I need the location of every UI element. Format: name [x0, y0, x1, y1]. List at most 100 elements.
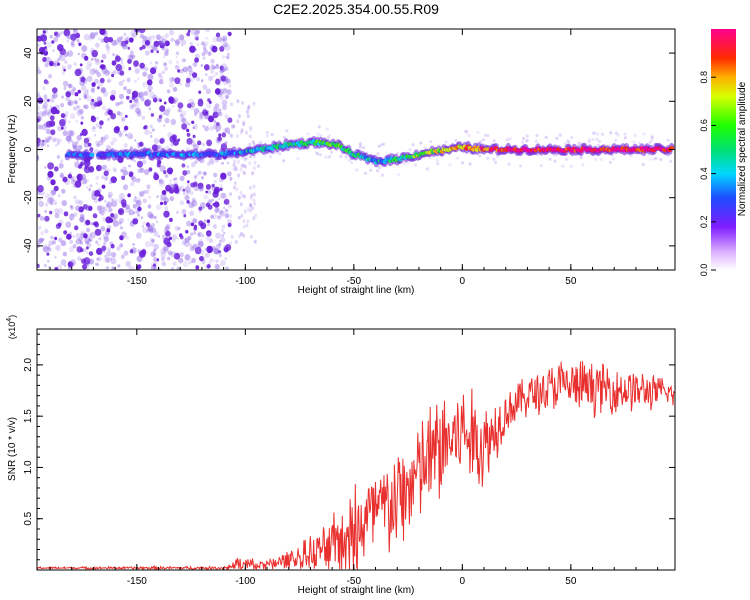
noise-dot: [184, 238, 187, 241]
noise-dot: [140, 163, 144, 166]
noise-dot: [195, 249, 200, 255]
noise-dot: [101, 53, 107, 60]
noise-dot: [122, 184, 129, 191]
noise-dot: [168, 82, 174, 88]
noise-dot: [163, 101, 167, 105]
noise-dot: [80, 115, 84, 120]
noise-dot: [208, 199, 213, 205]
noise-dot: [191, 197, 196, 203]
noise-dot: [204, 114, 210, 120]
noise-dot: [109, 180, 113, 185]
noise-dot: [152, 94, 158, 101]
noise-dot: [229, 241, 233, 246]
spectrogram-ticks: -150 -100 -50 0 50 -40 -20 0 20 40: [23, 29, 675, 287]
halo-dot: [460, 161, 464, 165]
halo-dot: [591, 137, 595, 142]
noise-dot: [52, 49, 55, 52]
halo-dot: [505, 138, 509, 142]
noise-dot: [73, 29, 77, 32]
noise-dot: [100, 210, 105, 216]
noise-dot: [239, 190, 243, 195]
noise-dot: [201, 52, 206, 57]
noise-dot: [147, 211, 153, 218]
noise-dot: [88, 251, 94, 256]
noise-dot: [215, 232, 221, 239]
noise-dot: [66, 39, 70, 43]
noise-dot: [57, 57, 61, 61]
noise-dot: [120, 61, 124, 64]
noise-dot: [96, 263, 100, 266]
noise-dot: [181, 44, 184, 47]
noise-dot: [50, 129, 56, 136]
noise-dot: [220, 237, 226, 243]
noise-dot: [226, 31, 230, 35]
halo-dot: [486, 156, 490, 160]
noise-dot: [174, 39, 177, 43]
noise-dot: [136, 141, 140, 145]
noise-dot: [164, 51, 169, 56]
noise-dot: [103, 241, 107, 246]
noise-dot: [220, 259, 226, 267]
noise-dot: [252, 142, 256, 147]
halo-dot: [467, 133, 471, 137]
noise-dot: [190, 140, 196, 147]
noise-dot: [174, 64, 180, 70]
noise-dot: [92, 222, 96, 226]
noise-dot: [118, 209, 123, 214]
noise-dot: [99, 120, 104, 126]
noise-dot: [166, 107, 172, 113]
noise-dot: [45, 128, 51, 135]
noise-dot: [89, 33, 96, 40]
noise-dot: [171, 234, 178, 240]
noise-dot: [219, 108, 222, 112]
noise-dot: [117, 67, 120, 71]
noise-dot: [211, 45, 218, 53]
halo-dot: [478, 154, 482, 158]
noise-dot: [147, 225, 154, 233]
noise-dot: [189, 45, 196, 53]
noise-dot: [210, 64, 216, 71]
halo-dot: [666, 138, 670, 142]
noise-dot: [198, 115, 204, 121]
noise-dot: [210, 58, 215, 64]
noise-dot: [85, 219, 91, 226]
noise-dot: [131, 176, 137, 183]
noise-dot: [83, 90, 89, 97]
noise-dot: [212, 246, 216, 251]
noise-dot: [197, 232, 201, 236]
noise-dot: [215, 108, 222, 115]
noise-dot: [119, 93, 124, 100]
noise-dot: [133, 160, 136, 163]
noise-dot: [228, 171, 232, 176]
halo-dot: [652, 157, 657, 161]
noise-dot: [122, 79, 125, 82]
noise-dot: [48, 135, 53, 141]
noise-dot: [164, 174, 169, 178]
noise-dot: [153, 248, 157, 253]
halo-dot: [248, 134, 252, 138]
noise-dot: [147, 226, 152, 232]
noise-dot: [179, 68, 184, 74]
noise-dot: [153, 46, 158, 51]
noise-dot: [73, 62, 77, 66]
noise-dot: [159, 75, 164, 81]
noise-dot: [221, 229, 224, 232]
noise-dot: [197, 110, 200, 113]
halo-dot: [408, 148, 412, 152]
noise-dot: [202, 84, 208, 90]
noise-dot: [130, 181, 135, 187]
noise-dot: [160, 197, 164, 202]
noise-dot: [54, 267, 59, 270]
noise-dot: [169, 77, 174, 83]
noise-dot: [186, 182, 190, 187]
noise-dot: [216, 207, 220, 212]
halo-dot: [244, 157, 248, 161]
noise-dot: [46, 197, 53, 204]
noise-dot: [204, 171, 207, 176]
noise-dot: [53, 166, 59, 172]
noise-dot: [122, 166, 127, 171]
noise-dot: [136, 210, 139, 214]
noise-dot: [150, 251, 156, 257]
noise-dot: [52, 137, 57, 143]
noise-dot: [197, 249, 201, 254]
